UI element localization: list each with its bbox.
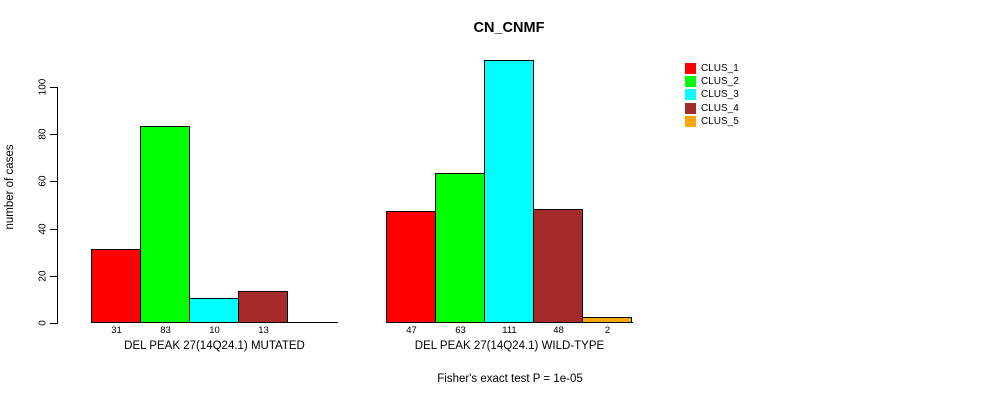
legend-item-clus_4: CLUS_4 <box>685 102 739 114</box>
legend-label: CLUS_1 <box>701 63 739 74</box>
legend-label: CLUS_2 <box>701 76 739 88</box>
legend-label: CLUS_4 <box>701 102 739 114</box>
bar-count-label: 2 <box>604 325 611 336</box>
legend-label: CLUS_3 <box>701 89 739 101</box>
y-axis-tick <box>50 181 57 183</box>
bar-clus_4-g2 <box>533 209 583 323</box>
bar-clus_4-g1 <box>238 291 288 323</box>
bar-count-label: 63 <box>455 325 466 336</box>
legend-swatch-clus_2 <box>685 76 696 88</box>
bar-count-label: 13 <box>258 325 269 336</box>
y-axis-line <box>57 87 58 324</box>
y-axis-tick <box>50 134 57 136</box>
bar-count-label: 10 <box>209 325 220 336</box>
bar-clus_2-g2 <box>435 173 485 323</box>
bar-count-label: 83 <box>160 325 171 336</box>
y-axis-tick <box>50 323 57 324</box>
legend-label: CLUS_5 <box>701 115 739 127</box>
bar-clus_1-g1 <box>91 249 141 323</box>
bar-clus_5-g2 <box>582 317 632 323</box>
bar-count-label: 47 <box>406 325 417 336</box>
fisher-test-annotation: Fisher's exact test P = 1e-05 <box>437 373 583 385</box>
bar-count-label: 31 <box>111 325 122 336</box>
legend-swatch-clus_5 <box>685 115 696 127</box>
legend-swatch-clus_4 <box>685 102 696 114</box>
y-axis-tick <box>50 275 57 277</box>
chart-title: CN_CNMF <box>473 20 545 36</box>
legend-item-clus_3: CLUS_3 <box>685 89 739 101</box>
legend-swatch-clus_3 <box>685 89 696 101</box>
bar-count-label: 48 <box>553 325 564 336</box>
legend-item-clus_5: CLUS_5 <box>685 115 739 127</box>
group-axis-label: DEL PEAK 27(14Q24.1) MUTATED <box>124 340 305 352</box>
bar-clus_1-g2 <box>386 211 436 323</box>
legend-swatch-clus_1 <box>685 63 696 74</box>
bar-count-label: 111 <box>502 325 517 336</box>
legend-item-clus_2: CLUS_2 <box>685 76 739 88</box>
bar-clus_3-g2 <box>484 60 534 323</box>
y-axis-tick <box>50 87 57 88</box>
bar-clus_3-g1 <box>189 298 239 323</box>
legend-item-clus_1: CLUS_1 <box>685 63 739 74</box>
bar-clus_2-g1 <box>140 126 190 323</box>
group-axis-label: DEL PEAK 27(14Q24.1) WILD-TYPE <box>414 340 605 352</box>
y-axis-tick <box>50 228 57 230</box>
